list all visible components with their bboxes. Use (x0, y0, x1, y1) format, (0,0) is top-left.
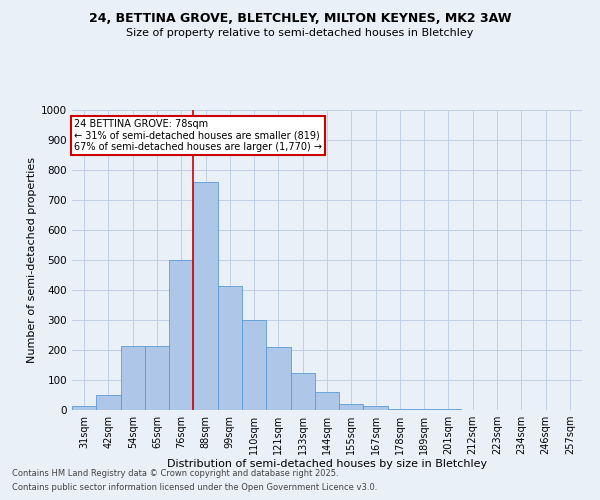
Text: 24, BETTINA GROVE, BLETCHLEY, MILTON KEYNES, MK2 3AW: 24, BETTINA GROVE, BLETCHLEY, MILTON KEY… (89, 12, 511, 26)
Bar (364, 406, 388, 410)
X-axis label: Distribution of semi-detached houses by size in Bletchley: Distribution of semi-detached houses by … (167, 458, 487, 468)
Bar (193, 182, 218, 410)
Bar (412, 409, 436, 410)
Text: 24 BETTINA GROVE: 78sqm
← 31% of semi-detached houses are smaller (819)
67% of s: 24 BETTINA GROVE: 78sqm ← 31% of semi-de… (74, 119, 322, 152)
Bar (145, 346, 169, 410)
Bar (388, 408, 412, 410)
Bar (96, 395, 121, 410)
Bar (121, 346, 145, 410)
Text: Contains HM Land Registry data © Crown copyright and database right 2025.: Contains HM Land Registry data © Crown c… (12, 468, 338, 477)
Bar (72, 406, 96, 410)
Text: Contains public sector information licensed under the Open Government Licence v3: Contains public sector information licen… (12, 484, 377, 492)
Bar (218, 286, 242, 410)
Bar (315, 392, 339, 410)
Bar (266, 347, 290, 410)
Bar (339, 404, 364, 410)
Text: Size of property relative to semi-detached houses in Bletchley: Size of property relative to semi-detach… (127, 28, 473, 38)
Bar (242, 320, 266, 410)
Bar (169, 260, 193, 410)
Y-axis label: Number of semi-detached properties: Number of semi-detached properties (27, 157, 37, 363)
Bar (290, 372, 315, 410)
